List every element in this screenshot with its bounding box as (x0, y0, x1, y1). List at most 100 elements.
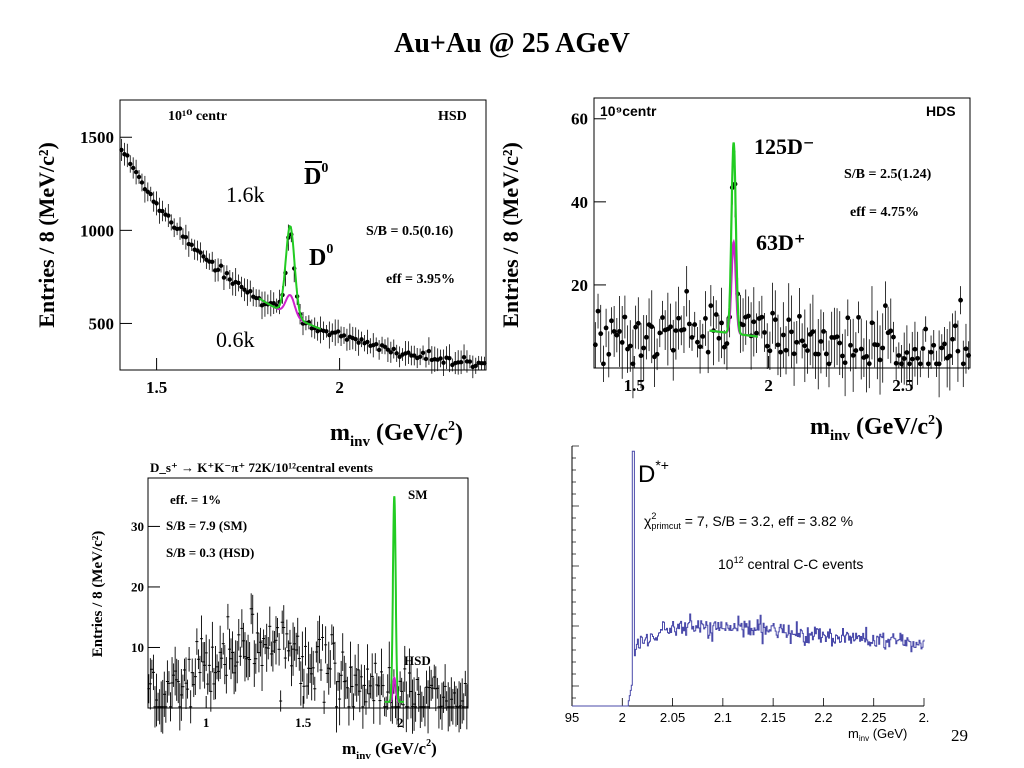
dplus-data-point (842, 360, 848, 366)
d0-plot-area (119, 99, 487, 371)
dplus-data-point (609, 318, 614, 324)
dplus-data-point (670, 347, 676, 353)
d0-data-point (142, 187, 148, 192)
d0-ylabel: Entries / 8 (MeV/c²) (34, 142, 59, 328)
dplus-data-point (915, 355, 921, 361)
d0-data-point (133, 169, 139, 175)
dplus-data-point (888, 328, 894, 334)
dplus-data-point (797, 313, 802, 319)
d0-xlabel: minv (GeV/c2) (330, 419, 463, 450)
d0-eff-label: eff = 3.95% (386, 272, 455, 287)
ds-ytick-label: 10 (131, 640, 144, 655)
d0-data-point (438, 356, 443, 361)
d0-xtick-label: 1.5 (146, 378, 167, 397)
d0-data-point (136, 174, 142, 180)
dplus-data-point (627, 343, 633, 349)
dplus-data-point (920, 346, 926, 351)
ds-sb-sm-label: S/B = 7.9 (SM) (166, 518, 247, 533)
dplus-data-point (762, 330, 767, 335)
ds-ytick-label: 30 (131, 519, 144, 534)
dplus-data-point (641, 345, 647, 351)
dplus-data-point (716, 335, 722, 341)
dplus-data-point (848, 342, 853, 348)
dplus-data-point (904, 350, 910, 355)
d0-data-point (365, 339, 370, 345)
ds-sb-hsd-label: S/B = 0.3 (HSD) (166, 545, 254, 560)
d0-data-point (356, 340, 361, 345)
d0-data-point (154, 201, 159, 206)
dplus-data-point (869, 320, 875, 326)
d0-data-point (139, 180, 145, 185)
ds-xtick-label: 2 (397, 715, 404, 730)
dplus-data-point (635, 320, 641, 326)
dplus-data-point (780, 332, 786, 338)
page-number: 29 (951, 726, 968, 745)
dplus-data-point (625, 346, 630, 352)
dplus-data-point (896, 353, 902, 358)
d0-data-point (335, 329, 341, 334)
dstar-xtick-label: 2.25 (861, 710, 886, 725)
dplus-data-point (858, 346, 864, 352)
d0-sb-label: S/B = 0.5(0.16) (366, 224, 454, 239)
d0-data-point (417, 354, 423, 360)
dplus-data-point (654, 351, 660, 357)
ds-sm-label: SM (408, 487, 428, 502)
dplus-ytick-label: 20 (571, 276, 588, 295)
d0-data-point (482, 360, 487, 366)
dplus-data-point (622, 314, 628, 320)
dplus-data-point (834, 334, 840, 340)
dplus-data-point (700, 334, 706, 339)
dplus-data-point (837, 340, 843, 346)
dplus-data-point (619, 340, 625, 345)
d0-data-point (374, 341, 379, 347)
dstar-info: χ2 primcut = 7, S/B = 3.2, eff = 3.82 % (644, 511, 853, 531)
d0-data-point (473, 363, 478, 369)
dplus-data-point (713, 312, 719, 317)
dplus-count-bottom: 63D⁺ (756, 230, 806, 255)
d0-data-point (248, 288, 253, 294)
dstar-chart: 95 2 2.05 2.1 2.15 2.2 2.25 2. D*+ χ2 primcut = … (565, 445, 929, 743)
dplus-data-point (893, 360, 899, 366)
dplus-data-point (821, 329, 827, 334)
dplus-data-point (740, 322, 746, 328)
dplus-data-point (657, 330, 663, 336)
dplus-data-point (592, 342, 598, 348)
d0-data-point (201, 254, 206, 259)
dplus-data-point (947, 353, 953, 359)
dplus-data-point (775, 342, 781, 348)
d0-data-point (166, 213, 171, 218)
d0-data-point (210, 259, 215, 264)
ds-plot-area (147, 477, 469, 709)
dplus-data-point (789, 329, 794, 335)
dplus-data-point (692, 322, 698, 327)
d0-data-point (391, 346, 396, 352)
dplus-data-point (818, 339, 824, 344)
dplus-data-point (630, 361, 636, 367)
dplus-data-point (917, 361, 923, 367)
ds-chart: D_s⁺ → K⁺K⁻π⁺ 72K/10¹²central events Ent… (90, 460, 469, 762)
dplus-data-point (840, 353, 845, 359)
d0-ytick-label: 1000 (80, 221, 114, 240)
ds-xlabel: minv (GeV/c2) (342, 738, 437, 762)
dplus-data-point (638, 353, 644, 359)
ds-xtick-label: 1 (203, 715, 210, 730)
dplus-xlabel: minv (GeV/c2) (810, 413, 943, 444)
dplus-data-point (891, 334, 896, 340)
d0-peak-top-label: 1.6k (226, 182, 265, 207)
d0-data-point (385, 347, 391, 352)
dplus-data-point (799, 338, 805, 344)
dplus-data-point (689, 335, 695, 340)
dplus-xtick-label: 2 (764, 376, 773, 395)
d0-data-point (221, 275, 227, 280)
dplus-data-point (684, 288, 690, 294)
dplus-data-point (643, 334, 649, 340)
dplus-data-point (909, 356, 915, 362)
d0-data-point (160, 208, 165, 214)
dplus-data-point (952, 323, 958, 329)
d0-data-point (148, 191, 153, 197)
dplus-data-point (864, 353, 869, 359)
dplus-data-point (942, 341, 947, 347)
dplus-data-point (958, 297, 963, 303)
dplus-data-point (595, 308, 601, 314)
dplus-data-point (783, 347, 789, 353)
